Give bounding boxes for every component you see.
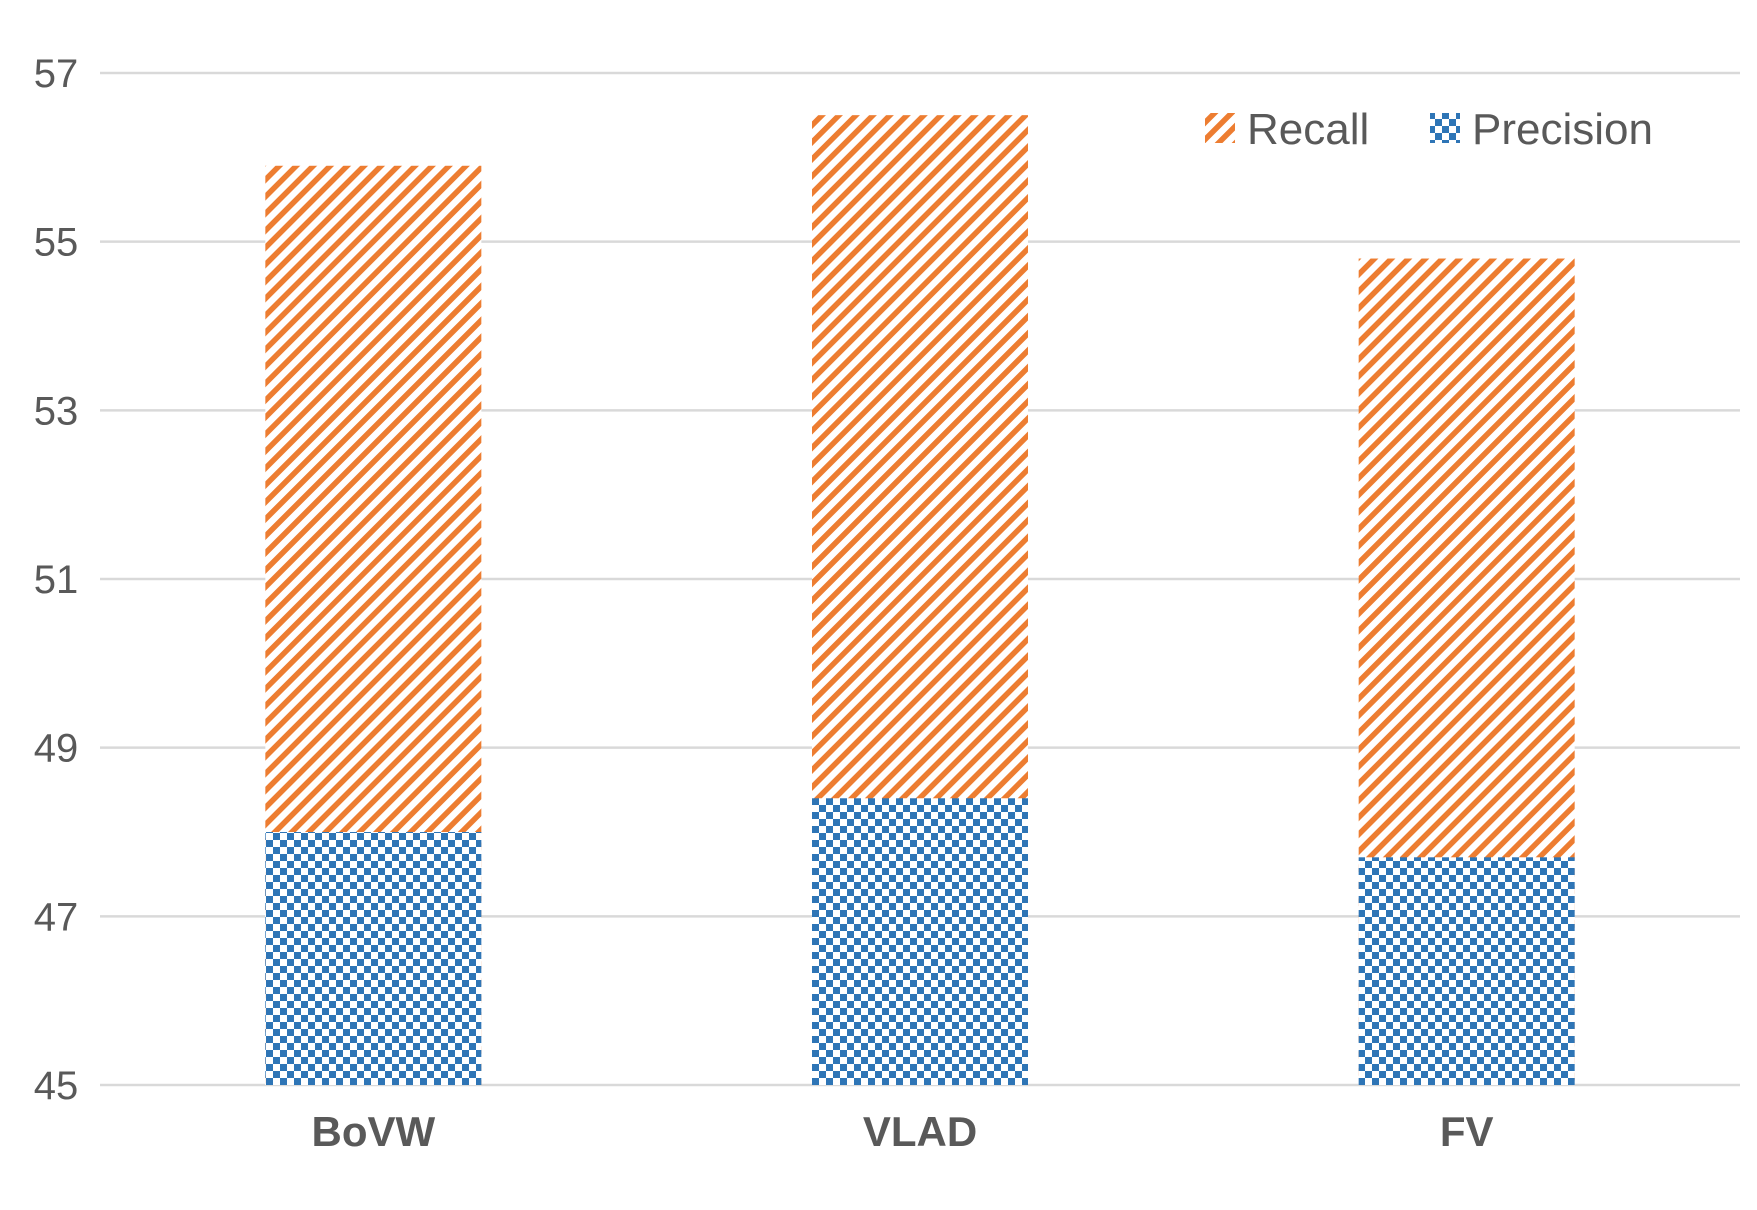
legend-swatch-precision <box>1430 113 1460 143</box>
y-tick-label-45: 45 <box>34 1064 79 1108</box>
x-category-label-fv: FV <box>1440 1108 1494 1155</box>
legend-swatch-recall <box>1205 113 1235 143</box>
legend-label-recall: Recall <box>1247 105 1369 154</box>
bar-precision-vlad <box>812 798 1028 1085</box>
legend: Recall Precision <box>1205 105 1653 154</box>
bar-precision-bovw <box>265 832 482 1085</box>
x-category-label-vlad: VLAD <box>863 1108 977 1155</box>
x-axis-category-labels: BoVW VLAD FV <box>312 1108 1494 1155</box>
bars <box>265 115 1575 1085</box>
y-tick-label-49: 49 <box>34 727 79 771</box>
bar-precision-fv <box>1358 857 1575 1085</box>
y-tick-label-55: 55 <box>34 221 79 265</box>
y-axis-tick-labels: 45 47 49 51 53 55 57 <box>34 52 79 1108</box>
y-tick-label-47: 47 <box>34 895 79 939</box>
y-tick-label-53: 53 <box>34 389 79 433</box>
y-tick-label-57: 57 <box>34 52 79 96</box>
legend-label-precision: Precision <box>1472 105 1653 154</box>
x-category-label-bovw: BoVW <box>312 1108 436 1155</box>
y-tick-label-51: 51 <box>34 558 79 602</box>
